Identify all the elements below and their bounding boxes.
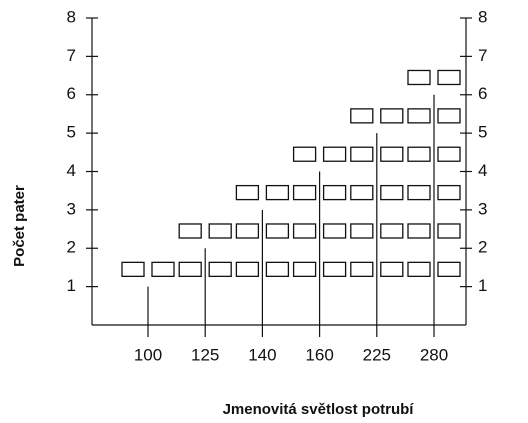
floor-box <box>292 184 317 201</box>
floor-box <box>151 261 175 278</box>
x-tick-label: 100 <box>134 345 162 364</box>
y-tick-label: 3 <box>67 199 76 218</box>
y-tick-label: 2 <box>67 238 76 257</box>
floor-box <box>437 146 461 162</box>
floor-box <box>407 261 431 278</box>
x-tick-label: 125 <box>191 345 219 364</box>
floor-box <box>350 184 374 201</box>
y-tick-label-right: 6 <box>478 84 487 103</box>
floor-box <box>292 223 317 239</box>
x-tick-label: 280 <box>420 345 448 364</box>
floor-box <box>322 261 347 278</box>
floor-box <box>265 261 290 278</box>
y-tick-label: 4 <box>67 161 76 180</box>
y-tick-label: 5 <box>67 123 76 142</box>
floor-box <box>407 223 431 239</box>
floor-box <box>380 146 404 162</box>
floor-box <box>265 223 290 239</box>
floor-box <box>292 146 317 162</box>
x-tick-label: 225 <box>363 345 391 364</box>
y-tick-label-right: 1 <box>478 276 487 295</box>
y-tick-label-right: 3 <box>478 199 487 218</box>
floor-box <box>350 223 374 239</box>
floor-box <box>407 146 431 162</box>
floor-box <box>380 184 404 201</box>
floor-box <box>265 184 290 201</box>
floor-box <box>407 108 431 124</box>
y-tick-label: 1 <box>67 276 76 295</box>
y-tick-label-right: 8 <box>478 7 487 26</box>
floor-box <box>380 223 404 239</box>
y-tick-label: 6 <box>67 84 76 103</box>
floor-box <box>437 69 461 86</box>
floor-box <box>437 108 461 124</box>
floor-box <box>350 108 374 124</box>
floor-box <box>407 184 431 201</box>
y-tick-label-right: 2 <box>478 238 487 257</box>
floor-box <box>235 223 260 239</box>
floor-box <box>380 261 404 278</box>
floor-box <box>437 223 461 239</box>
floor-box <box>235 261 260 278</box>
floor-box <box>380 108 404 124</box>
x-axis-title: Jmenovitá světlost potrubí <box>223 401 415 418</box>
floor-box <box>407 69 431 86</box>
y-axis-title: Počet pater <box>11 185 28 267</box>
y-tick-label-right: 5 <box>478 123 487 142</box>
floor-box <box>350 146 374 162</box>
floor-box <box>322 146 347 162</box>
floor-box <box>208 261 232 278</box>
y-tick-label: 8 <box>67 7 76 26</box>
y-tick-label-right: 4 <box>478 161 487 180</box>
floor-box <box>322 223 347 239</box>
floor-box <box>121 261 145 278</box>
floor-box <box>235 184 260 201</box>
floor-box <box>322 184 347 201</box>
floor-box <box>178 223 202 239</box>
floor-box <box>208 223 232 239</box>
y-tick-label: 7 <box>67 46 76 65</box>
floor-box <box>437 184 461 201</box>
floor-box <box>437 261 461 278</box>
x-tick-label: 140 <box>248 345 276 364</box>
x-tick-label: 160 <box>305 345 333 364</box>
y-tick-label-right: 7 <box>478 46 487 65</box>
floor-box <box>350 261 374 278</box>
floor-box <box>292 261 317 278</box>
floor-box <box>178 261 202 278</box>
